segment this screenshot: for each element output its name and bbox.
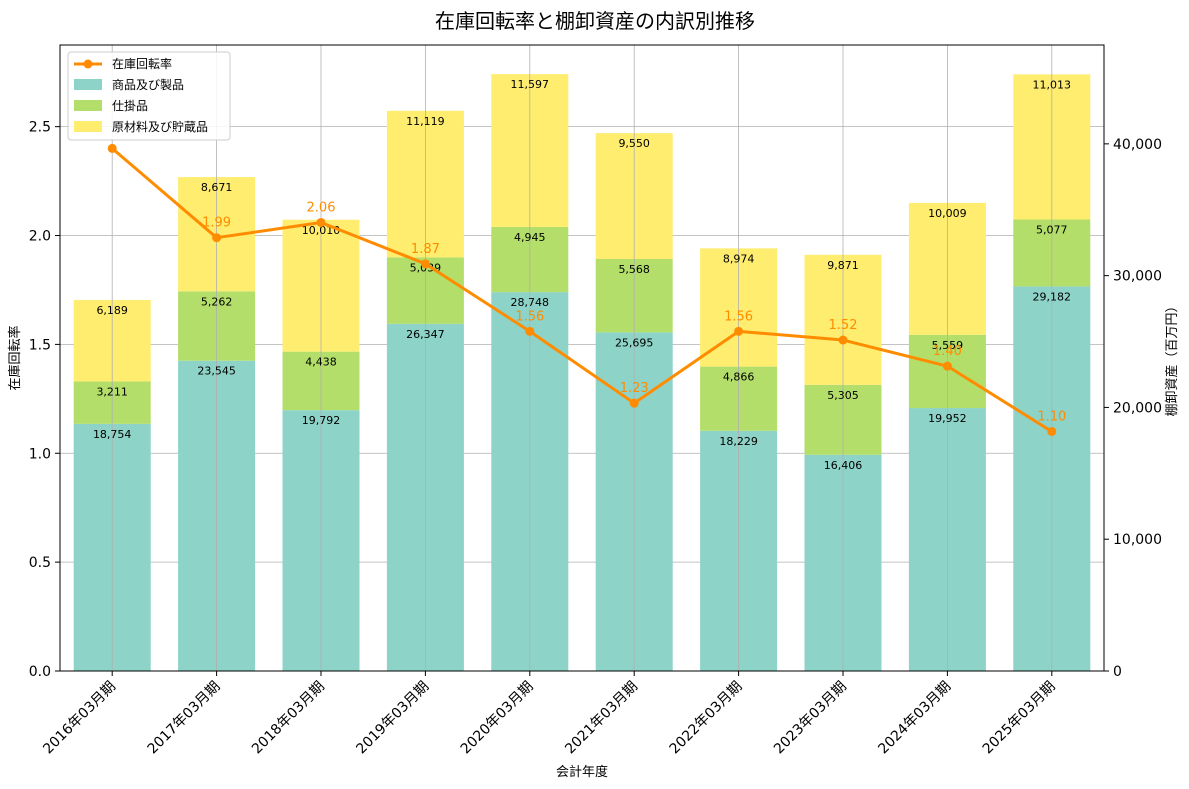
turnover-point <box>942 361 952 371</box>
legend-item-goods: 商品及び製品 <box>74 77 184 92</box>
y-right-tick-label: 20,000 <box>1113 400 1162 416</box>
x-tick-label: 2020年03月期 <box>458 679 537 758</box>
turnover-point <box>525 326 535 336</box>
turnover-value-label: 1.40 <box>933 344 962 359</box>
turnover-point <box>420 259 430 269</box>
legend-item-turnover: 在庫回転率 <box>74 56 172 71</box>
bar-value-label: 28,748 <box>511 296 550 309</box>
x-axis-title: 会計年度 <box>556 764 608 780</box>
legend-label: 在庫回転率 <box>112 56 172 71</box>
legend-label: 仕掛品 <box>112 98 148 113</box>
bar-value-label: 4,945 <box>514 231 546 244</box>
bar-value-label: 29,182 <box>1033 290 1072 303</box>
bar-value-label: 4,438 <box>305 356 337 369</box>
legend: 在庫回転率 商品及び製品 仕掛品 原材料及び貯蔵品 <box>67 51 231 141</box>
turnover-point <box>212 233 222 243</box>
legend-swatch-wip <box>74 100 102 111</box>
plot-frame <box>59 44 1105 672</box>
bar-value-label: 18,754 <box>93 428 132 441</box>
y-left-tick-label: 2.5 <box>29 120 51 136</box>
y-left-tick-label: 2.0 <box>29 229 51 245</box>
x-tick-label: 2024年03月期 <box>875 679 954 758</box>
bar-value-label: 19,952 <box>928 412 967 425</box>
x-tick-label: 2021年03月期 <box>562 679 641 758</box>
turnover-value-label: 1.10 <box>1037 409 1066 424</box>
bar-value-label: 6,189 <box>96 304 128 317</box>
bar-value-label: 25,695 <box>615 336 654 349</box>
x-tick-label: 2022年03月期 <box>667 679 746 758</box>
bar-value-label: 5,305 <box>827 389 859 402</box>
legend-label: 商品及び製品 <box>112 77 184 92</box>
y-right-tick-label: 0 <box>1113 664 1122 680</box>
turnover-line <box>111 147 1053 433</box>
turnover-value-label: 1.52 <box>829 318 858 333</box>
bar-value-label: 4,866 <box>723 371 755 384</box>
chart-title: 在庫回転率と棚卸資産の内訳別推移 <box>435 9 755 33</box>
legend-frame <box>67 51 231 141</box>
legend-marker-swatch <box>83 59 93 69</box>
bar-value-label: 10,009 <box>928 207 967 220</box>
bar-value-label: 26,347 <box>406 328 445 341</box>
x-tick-label: 2018年03月期 <box>249 679 328 758</box>
x-tick-label: 2019年03月期 <box>353 679 432 758</box>
legend-label: 原材料及び貯蔵品 <box>112 120 208 134</box>
bar-value-label: 16,406 <box>824 459 863 472</box>
legend-item-wip: 仕掛品 <box>74 98 148 113</box>
turnover-value-label: 1.23 <box>620 381 649 396</box>
legend-swatch-goods <box>74 79 102 90</box>
bar-value-label: 19,792 <box>302 414 341 427</box>
x-tick-label: 2016年03月期 <box>40 679 119 758</box>
bar-value-label: 5,568 <box>618 263 650 276</box>
y-axis-left-title: 在庫回転率 <box>7 325 23 390</box>
bar-value-label: 8,974 <box>723 252 755 265</box>
y-right-tick-label: 40,000 <box>1113 137 1162 153</box>
legend-swatch-raw <box>74 121 102 132</box>
bar-value-label: 5,559 <box>932 339 964 352</box>
bar-value-label: 11,013 <box>1033 78 1072 91</box>
turnover-value-label: 1.99 <box>202 216 231 231</box>
bar-value-label: 9,871 <box>827 259 859 272</box>
bar-value-label: 23,545 <box>197 365 236 378</box>
bar-value-label: 18,229 <box>719 435 758 448</box>
bar-value-label: 5,077 <box>1036 224 1068 237</box>
y-right-tick-label: 10,000 <box>1113 532 1162 548</box>
bar-value-label: 5,262 <box>201 295 233 308</box>
y-left-tick-label: 1.5 <box>29 337 51 353</box>
turnover-point <box>1047 426 1057 436</box>
bar-value-label: 3,211 <box>96 386 128 399</box>
y-left-tick-label: 0.5 <box>29 555 51 571</box>
turnover-value-label: 1.87 <box>411 242 440 257</box>
turnover-point <box>107 143 117 153</box>
legend-item-raw: 原材料及び貯蔵品 <box>74 120 208 134</box>
bar-value-label: 9,550 <box>618 137 650 150</box>
y-left-tick-label: 0.0 <box>29 664 51 680</box>
turnover-point <box>734 326 744 336</box>
y-right-tick-label: 30,000 <box>1113 269 1162 285</box>
bar-value-label: 11,597 <box>511 78 550 91</box>
x-tick-label: 2023年03月期 <box>771 679 850 758</box>
turnover-value-label: 1.56 <box>515 309 544 324</box>
y-axis-right-title: 棚卸資産（百万円） <box>1164 299 1180 416</box>
turnover-value-label: 2.06 <box>307 200 336 215</box>
turnover-point <box>316 217 326 227</box>
turnover-line-layer: 1.99 2.06 1.87 1.56 1.23 1.56 1.52 1.40 1.10 <box>107 143 1066 436</box>
bars-layer <box>73 45 1091 671</box>
bar-value-label: 8,671 <box>201 181 233 194</box>
x-tick-label: 2017年03月期 <box>145 679 224 758</box>
turnover-point <box>629 398 639 408</box>
turnover-value-label: 1.56 <box>724 309 753 324</box>
y-left-tick-label: 1.0 <box>29 446 51 462</box>
bar-value-label: 11,119 <box>406 115 445 128</box>
x-tick-label: 2025年03月期 <box>980 679 1059 758</box>
turnover-point <box>838 335 848 345</box>
